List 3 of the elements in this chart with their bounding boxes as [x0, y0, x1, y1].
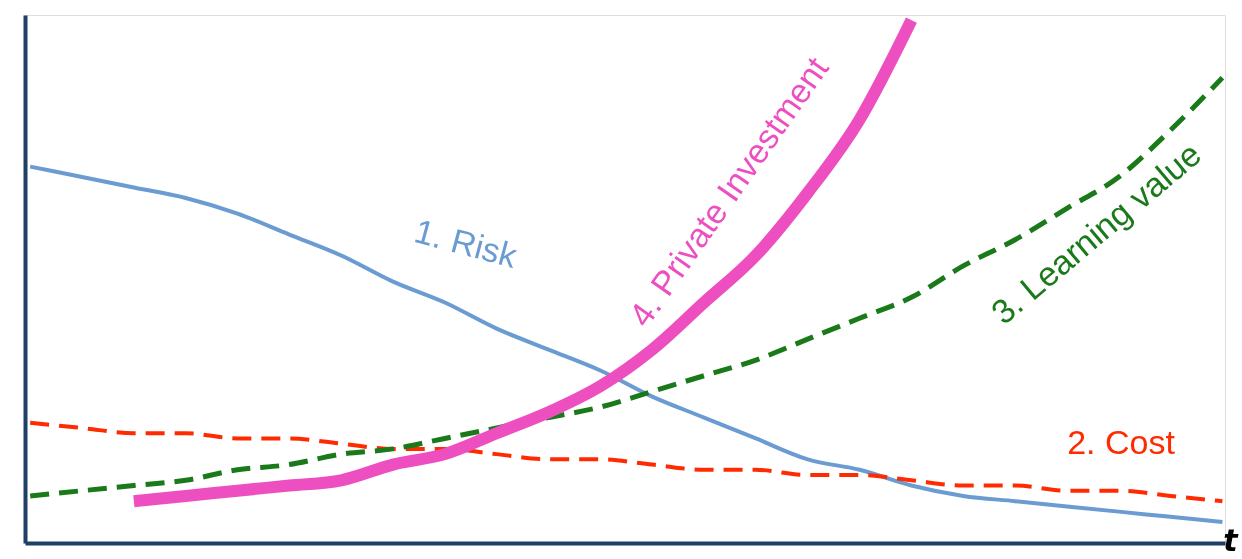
x-axis-title: t: [1223, 522, 1240, 558]
series-label: 2. Cost: [1067, 422, 1176, 461]
text: 1. Risk: [410, 211, 522, 276]
